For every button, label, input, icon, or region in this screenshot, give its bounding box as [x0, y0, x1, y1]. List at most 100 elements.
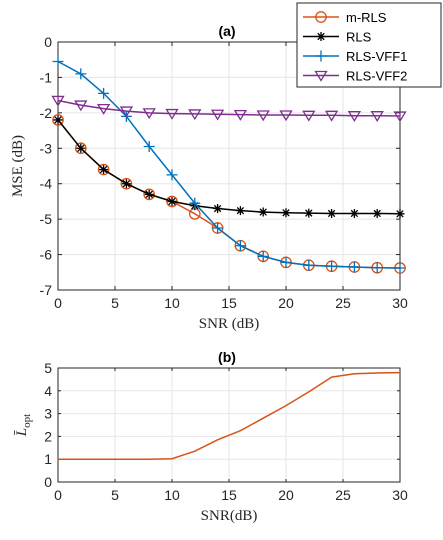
- data-point: [74, 142, 87, 155]
- data-point: [257, 250, 269, 262]
- data-point: [324, 110, 339, 122]
- data-point: [213, 204, 223, 214]
- legend-entry: RLS: [303, 30, 372, 45]
- data-point: [189, 197, 201, 209]
- y-tick-label: -4: [40, 176, 53, 192]
- b-title: (b): [218, 349, 236, 365]
- data-point: [234, 240, 246, 252]
- x-tick-label: 25: [335, 295, 351, 311]
- series-line: [57, 119, 401, 215]
- data-point: [370, 111, 384, 122]
- data-point: [75, 68, 87, 80]
- data-point: [166, 195, 178, 208]
- data-point: [143, 141, 155, 153]
- series-rls: [53, 115, 405, 219]
- data-point: [256, 110, 270, 122]
- data-point: [371, 262, 383, 274]
- data-point: [303, 259, 315, 271]
- data-point: [142, 108, 156, 120]
- legend-label: RLS: [346, 30, 372, 45]
- data-point: [302, 110, 316, 122]
- x-tick-label: 10: [164, 295, 180, 311]
- x-tick-label: 0: [54, 487, 62, 503]
- data-point: [76, 143, 86, 153]
- y-tick-label: -7: [40, 282, 53, 298]
- b-y-axis-label-group: L̄opt: [14, 414, 33, 437]
- data-point: [53, 115, 63, 125]
- data-point: [394, 262, 406, 274]
- b-y-axis-label-main: L̄: [14, 428, 30, 437]
- legend-entry: RLS-VFF1: [303, 49, 407, 64]
- legend-label: m-RLS: [346, 10, 387, 25]
- data-point: [52, 114, 64, 126]
- series-rls-vff2: [51, 95, 407, 123]
- legend-label: RLS-VFF2: [346, 69, 407, 84]
- data-point: [349, 208, 359, 218]
- legend-marker: [316, 32, 326, 41]
- x-tick-label: 20: [278, 487, 294, 503]
- data-point: [348, 261, 360, 273]
- a-series: [51, 55, 407, 274]
- legend-marker: [315, 50, 327, 62]
- series-line: [58, 371, 401, 460]
- panel-a: 0 5 10 15 20 25 30 -7 -6 -5 -4 -3 -2 -1 0 (a) SNR (dB)…: [10, 2, 442, 332]
- data-point: [372, 208, 382, 218]
- legend-marker: [315, 11, 327, 23]
- series-line-0: [58, 371, 401, 460]
- data-point: [120, 177, 133, 190]
- a-y-axis-label: MSE (dB): [10, 135, 26, 197]
- y-tick-label: 0: [44, 474, 52, 490]
- data-point: [119, 106, 134, 118]
- y-tick-label: 3: [44, 406, 52, 422]
- y-tick-label: -1: [40, 69, 53, 85]
- a-x-axis-label: SNR (dB): [199, 316, 259, 332]
- b-grid: [57, 367, 401, 483]
- data-point: [98, 87, 110, 99]
- data-point: [165, 108, 179, 120]
- legend-entry: RLS-VFF2: [303, 69, 407, 84]
- data-point: [99, 165, 109, 175]
- series-line: [57, 60, 401, 269]
- data-point: [281, 208, 291, 218]
- x-tick-label: 15: [221, 487, 237, 503]
- x-tick-label: 0: [54, 295, 62, 311]
- y-tick-label: -6: [40, 247, 53, 263]
- a-ticks: 0 5 10 15 20 25 30 -7 -6 -5 -4 -3 -2 -1 0: [40, 34, 408, 311]
- data-point: [97, 163, 110, 176]
- data-point: [121, 179, 131, 189]
- x-tick-label: 15: [221, 295, 237, 311]
- data-point: [327, 208, 337, 218]
- x-tick-label: 20: [278, 295, 294, 311]
- panel-b: 0 5 10 15 20 25 30 0 1 2 3 4 5 (b) SNR(dB) L̄opt: [14, 349, 408, 524]
- data-point: [304, 208, 314, 218]
- legend-marker: [314, 70, 328, 82]
- b-series: [58, 371, 401, 460]
- data-point: [212, 222, 224, 234]
- data-point: [74, 100, 88, 112]
- legend-label: RLS-VFF1: [346, 49, 407, 64]
- y-tick-label: -3: [40, 140, 53, 156]
- data-point: [96, 103, 111, 115]
- x-tick-label: 30: [392, 487, 408, 503]
- b-y-axis-label-subscript: opt: [21, 414, 33, 428]
- y-tick-label: 4: [44, 383, 52, 399]
- data-point: [233, 109, 248, 121]
- data-point: [188, 109, 202, 121]
- data-point: [395, 209, 405, 219]
- x-tick-label: 10: [164, 487, 180, 503]
- legend-entry: m-RLS: [303, 10, 387, 25]
- data-point: [280, 256, 292, 268]
- data-point: [210, 109, 225, 121]
- y-tick-label: 2: [44, 428, 52, 444]
- x-tick-label: 5: [111, 487, 119, 503]
- data-point: [347, 111, 362, 122]
- y-tick-label: 0: [44, 34, 52, 50]
- a-legend: m-RLS RLS RLS-VFF1 RLS-VFF2: [296, 2, 442, 88]
- data-point: [166, 169, 178, 181]
- series-line: [57, 99, 401, 117]
- a-title: (a): [218, 23, 235, 39]
- x-tick-label: 5: [111, 295, 119, 311]
- data-point: [143, 188, 156, 201]
- data-point: [167, 196, 177, 206]
